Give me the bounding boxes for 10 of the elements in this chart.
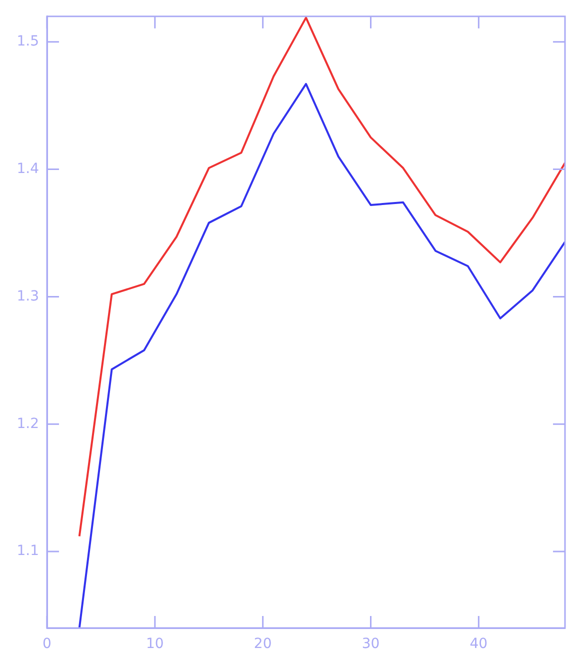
y-tick-label: 1.3 <box>16 288 39 304</box>
x-tick-label: 10 <box>146 636 164 652</box>
x-tick-label: 40 <box>470 636 488 652</box>
y-tick-label: 1.4 <box>16 160 40 177</box>
y-tick-label: 1.2 <box>16 416 39 432</box>
x-tick-label: 20 <box>254 636 272 652</box>
y-tick-label: 1.1 <box>16 543 39 560</box>
x-tick-label: 30 <box>362 636 380 652</box>
x-tick-label: 0 <box>42 636 52 652</box>
y-tick-label: 1.5 <box>16 34 39 50</box>
